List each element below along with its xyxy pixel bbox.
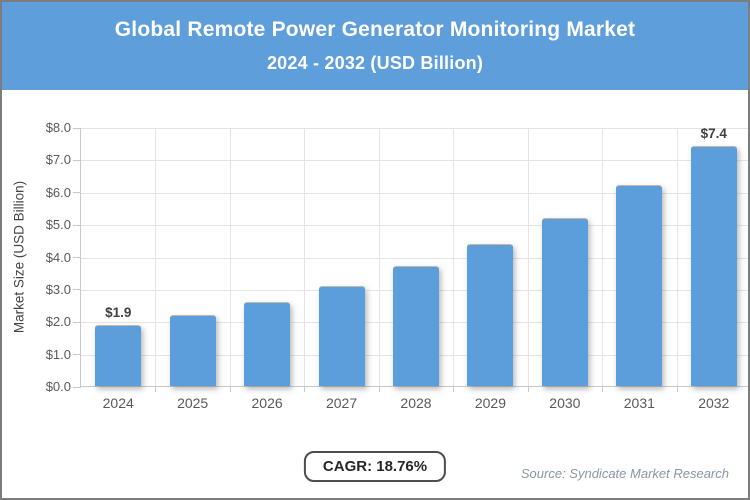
h-gridline	[81, 192, 748, 194]
x-tick-label: 2030	[549, 395, 581, 411]
y-tick-label: $3.0	[45, 281, 71, 297]
v-gridline	[602, 128, 604, 386]
bar-2029	[467, 243, 514, 386]
y-tick-label: $5.0	[45, 217, 71, 233]
v-gridline	[304, 128, 306, 386]
x-axis-tick	[229, 386, 231, 392]
y-tick-label: $7.0	[45, 152, 71, 168]
v-gridline	[378, 128, 380, 386]
x-axis-tick	[602, 386, 604, 392]
y-axis-tick	[73, 289, 81, 291]
x-axis-tick	[527, 386, 529, 392]
y-axis-tick	[73, 257, 81, 258]
y-axis-tick	[73, 224, 81, 226]
x-axis-tick	[155, 386, 157, 392]
v-gridline	[527, 128, 529, 386]
h-gridline	[81, 225, 748, 227]
bar-2026	[244, 301, 291, 386]
y-tick-label: $2.0	[45, 314, 71, 330]
bar-2032	[690, 146, 737, 386]
cagr-badge: CAGR: 18.76%	[303, 451, 447, 482]
chart-header: Global Remote Power Generator Monitoring…	[2, 2, 748, 90]
x-axis-tick	[453, 386, 455, 392]
x-tick-label: 2027	[325, 395, 358, 411]
y-tick-label: $4.0	[45, 249, 71, 265]
y-tick-label: $8.0	[45, 120, 71, 135]
y-tick-label: $6.0	[45, 184, 71, 200]
y-tick-label: $0.0	[45, 379, 71, 394]
x-tick-label: 2024	[102, 395, 134, 411]
x-tick-label: 2025	[177, 395, 209, 411]
bar-value-label: $7.4	[700, 126, 727, 142]
bar-2030	[541, 217, 588, 386]
v-gridline	[676, 128, 678, 386]
bar-2028	[393, 266, 439, 386]
bar-2024	[95, 324, 142, 386]
x-axis-tick	[676, 386, 678, 392]
chart-subtitle: 2024 - 2032 (USD Billion)	[266, 53, 484, 73]
y-axis-tick	[73, 127, 81, 129]
source-credit: Source: Syndicate Market Research	[520, 466, 729, 481]
v-gridline	[155, 128, 157, 386]
plot-area: $0.0 $1.0 $2.0 $3.0 $4.0 $5.0 $6.0 $7.0 $8.0 $1.9…	[46, 120, 748, 411]
h-gridline	[81, 257, 748, 259]
bar-value-label: $1.9	[105, 304, 132, 320]
bar-2027	[318, 285, 365, 386]
y-tick-label: $1.0	[45, 346, 71, 362]
y-axis-tick	[73, 159, 81, 161]
v-gridline	[229, 128, 231, 386]
x-tick-label: 2031	[623, 395, 655, 411]
y-axis-tick	[73, 321, 81, 323]
chart-title: Global Remote Power Generator Monitoring…	[114, 18, 636, 41]
y-axis-tick	[73, 354, 81, 356]
h-gridline	[81, 160, 748, 162]
x-axis-tick	[304, 386, 306, 392]
bar-2031	[616, 185, 663, 386]
x-tick-label: 2026	[251, 395, 283, 411]
x-tick-label: 2032	[698, 395, 730, 411]
h-gridline	[81, 128, 748, 129]
y-axis-tick	[73, 192, 81, 194]
bar-2025	[169, 314, 216, 386]
x-tick-label: 2029	[474, 395, 507, 411]
y-axis-tick	[73, 386, 81, 388]
x-axis-tick	[378, 386, 380, 392]
v-gridline	[453, 128, 455, 386]
x-tick-label: 2028	[400, 395, 432, 411]
